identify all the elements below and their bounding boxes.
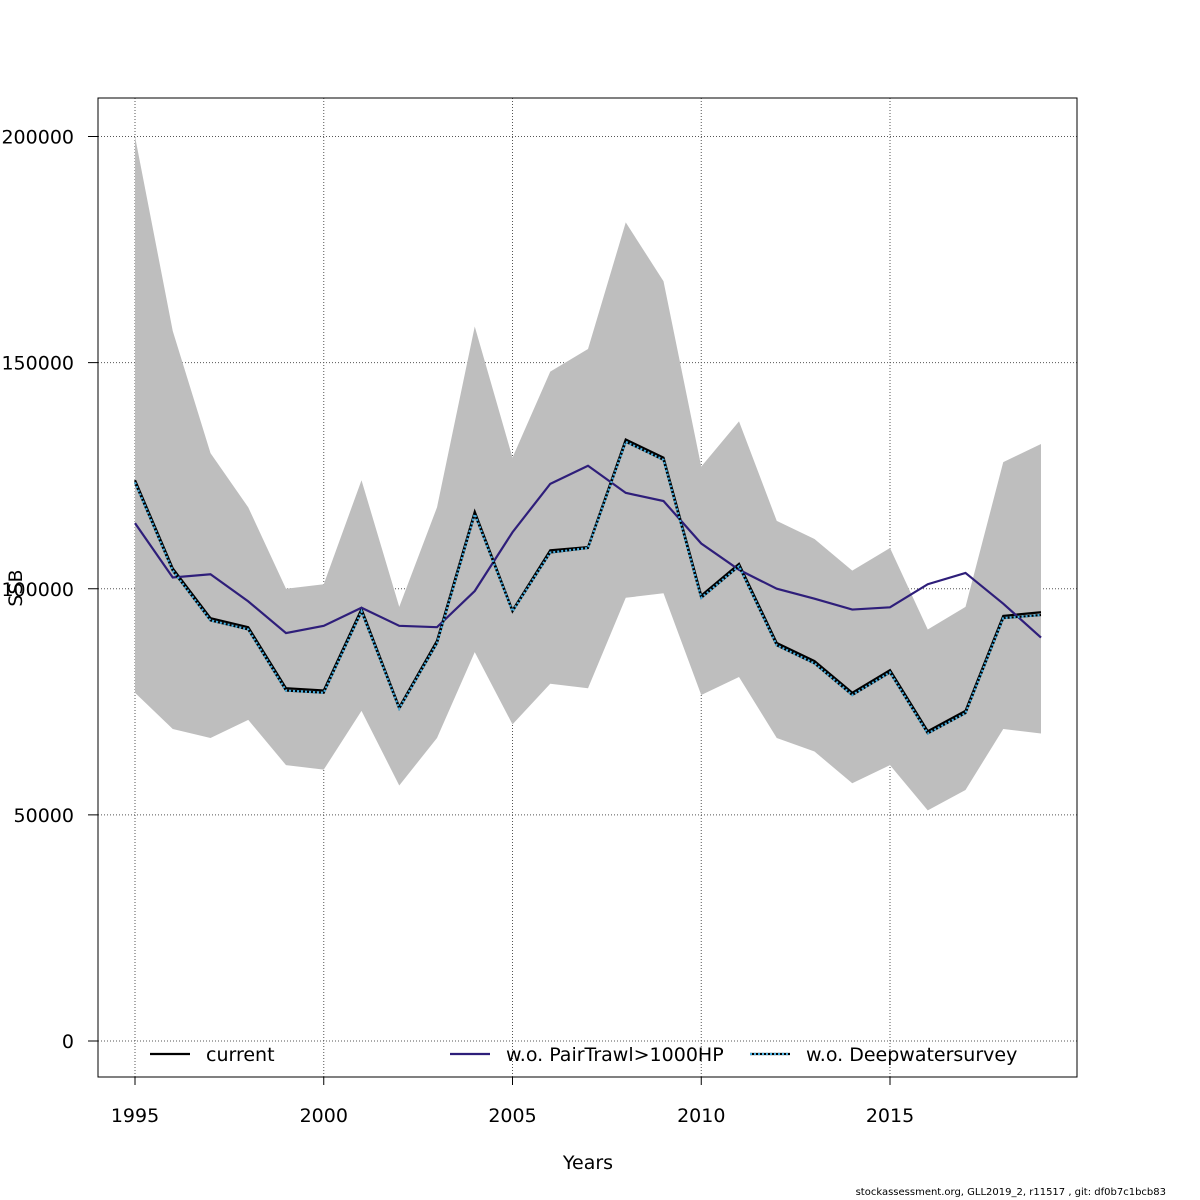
x-tick-label-2000: 2000: [300, 1105, 348, 1127]
x-tick-label-2010: 2010: [677, 1105, 725, 1127]
x-axis: 1995 2000 2005 2010 2015: [111, 1076, 914, 1127]
y-axis-title: SSB: [5, 569, 27, 606]
legend: current w.o. PairTrawl>1000HP w.o. Deepwat…: [150, 1044, 1017, 1066]
y-tick-label-50000: 50000: [14, 805, 74, 827]
legend-label-0: current: [206, 1044, 275, 1066]
series-line-2: [133, 440, 1042, 735]
legend-item-0: current: [150, 1044, 275, 1066]
series-line-1: [134, 464, 1042, 639]
x-tick-label-2005: 2005: [488, 1105, 536, 1127]
y-tick-label-100000: 100000: [1, 579, 74, 601]
legend-label-2: w.o. Deepwatersurvey: [806, 1044, 1017, 1066]
y-tick-label-150000: 150000: [1, 353, 74, 375]
y-tick-label-0: 0: [62, 1031, 74, 1053]
footer-credit: stockassessment.org, GLL2019_2, r11517 ,…: [855, 1187, 1166, 1198]
confidence-band: [135, 136, 1041, 811]
y-tick-label-200000: 200000: [1, 127, 74, 149]
x-axis-title: Years: [562, 1152, 613, 1174]
x-tick-label-2015: 2015: [866, 1105, 914, 1127]
legend-item-2: w.o. Deepwatersurvey: [750, 1044, 1017, 1066]
x-tick-label-1995: 1995: [111, 1105, 159, 1127]
confidence-band-group: [135, 136, 1041, 811]
legend-label-1: w.o. PairTrawl>1000HP: [506, 1044, 724, 1066]
series-lines-group: [133, 437, 1042, 735]
y-axis: 0 50000 100000 150000 200000: [1, 127, 99, 1053]
legend-item-1: w.o. PairTrawl>1000HP: [450, 1044, 724, 1066]
